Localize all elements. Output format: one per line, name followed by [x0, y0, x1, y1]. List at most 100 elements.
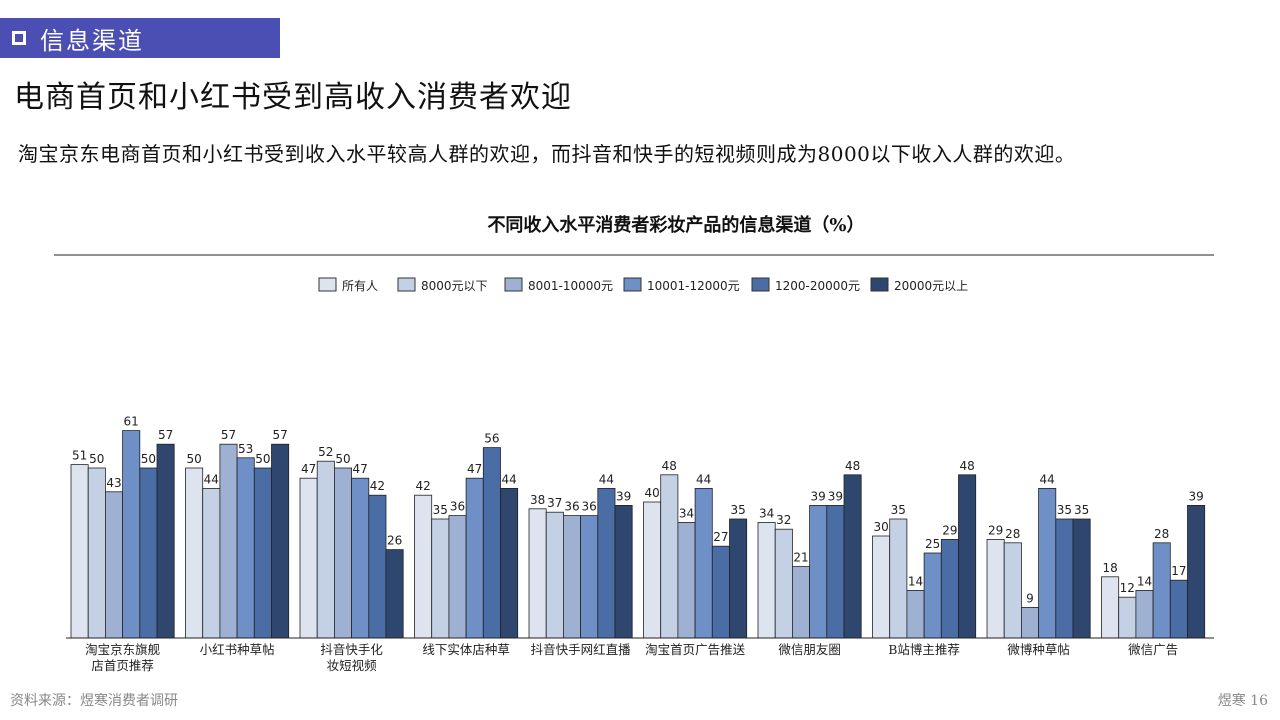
bar	[253, 467, 272, 639]
data-label: 50	[335, 452, 350, 466]
bar-group: 34 32 21 39 39 48	[757, 459, 862, 639]
bar	[1072, 518, 1091, 639]
page-number: 煜寒 16	[1217, 693, 1268, 709]
legend-item: 8001-10000元	[504, 277, 613, 293]
data-label: 43	[106, 476, 121, 490]
bar	[1003, 542, 1022, 639]
data-label: 47	[353, 462, 368, 476]
legend-item: 10001-12000元	[623, 277, 740, 293]
data-label: 25	[925, 537, 940, 551]
data-label: 42	[370, 479, 385, 493]
data-label: 35	[433, 503, 448, 517]
data-label: 47	[301, 462, 316, 476]
bar	[202, 487, 221, 639]
bar	[1118, 596, 1137, 639]
data-label: 35	[1057, 503, 1072, 517]
data-label: 28	[1005, 527, 1020, 541]
bar	[105, 491, 124, 639]
income-channel-chart: 不同收入水平消费者彩妆产品的信息渠道（%） 所有人 8000元以下 8001-100…	[54, 214, 1214, 673]
bar	[448, 515, 467, 639]
bar	[1101, 576, 1120, 639]
bar	[122, 430, 141, 639]
page-subtitle: 淘宝京东电商首页和小红书受到收入水平较高人群的欢迎，而抖音和快手的短视频则成为8…	[18, 142, 1076, 166]
data-label: 56	[484, 432, 499, 446]
bar	[580, 515, 599, 639]
legend-label: 8000元以下	[421, 279, 488, 293]
data-label: 29	[988, 523, 1003, 537]
bar	[368, 494, 387, 639]
bar	[1152, 542, 1171, 639]
data-label: 36	[450, 500, 465, 514]
bar	[185, 467, 204, 639]
bar	[465, 477, 484, 639]
data-label: 44	[501, 472, 516, 486]
section-tag: 信息渠道	[0, 18, 280, 58]
data-label: 39	[616, 489, 631, 503]
x-tick-label: 线下实体店种草	[422, 642, 510, 657]
legend-item: 1200-20000元	[751, 277, 860, 293]
bar	[316, 460, 335, 639]
bar	[482, 447, 501, 639]
data-label: 39	[828, 489, 843, 503]
legend-label: 10001-12000元	[647, 279, 740, 293]
data-label: 34	[679, 506, 694, 520]
data-label: 42	[415, 479, 430, 493]
legend-swatch	[870, 277, 889, 292]
legend-label: 8001-10000元	[528, 279, 613, 293]
legend-label: 1200-20000元	[775, 279, 860, 293]
data-label: 35	[730, 503, 745, 517]
bar-group: 29 28 9 44 35 35	[986, 472, 1091, 639]
bar	[597, 487, 616, 639]
x-tick-label: 微信朋友圈	[778, 642, 841, 657]
section-label: 信息渠道	[40, 26, 144, 55]
bar	[385, 549, 404, 639]
data-label: 48	[845, 459, 860, 473]
data-label: 30	[873, 520, 888, 534]
bar	[1135, 589, 1154, 639]
bar	[757, 521, 776, 639]
legend-item: 所有人	[318, 277, 378, 293]
data-label: 37	[547, 496, 562, 510]
bar	[545, 511, 564, 639]
data-label: 44	[204, 472, 219, 486]
chart-title: 不同收入水平消费者彩妆产品的信息渠道（%）	[487, 214, 864, 236]
data-label: 36	[564, 500, 579, 514]
data-label: 47	[467, 462, 482, 476]
bar	[986, 538, 1005, 639]
data-label: 57	[272, 428, 287, 442]
legend-label: 所有人	[342, 279, 378, 293]
bar	[563, 515, 582, 639]
bar	[271, 443, 290, 639]
bar	[528, 508, 547, 639]
bar	[500, 487, 519, 639]
data-label: 44	[696, 472, 711, 486]
bar	[923, 552, 942, 639]
data-label: 35	[1074, 503, 1089, 517]
bar	[614, 504, 633, 639]
data-label: 50	[186, 452, 201, 466]
data-label: 18	[1102, 561, 1117, 575]
chart-legend: 所有人 8000元以下 8001-10000元 10001-12000元 1200-20…	[318, 277, 968, 293]
legend-swatch	[318, 277, 337, 292]
legend-swatch	[504, 277, 523, 292]
bar	[351, 477, 370, 639]
data-label: 9	[1026, 591, 1034, 605]
bar	[729, 518, 748, 639]
data-label: 50	[89, 452, 104, 466]
data-label: 35	[891, 503, 906, 517]
data-label: 21	[793, 551, 808, 565]
bar	[156, 443, 175, 639]
bar	[70, 464, 89, 639]
x-tick-label: 微信广告	[1128, 642, 1178, 657]
bar	[236, 457, 255, 639]
x-tick-label: 抖音快手化妆短视频	[320, 642, 383, 673]
data-label: 27	[713, 530, 728, 544]
bar	[694, 487, 713, 639]
data-label: 28	[1154, 527, 1169, 541]
